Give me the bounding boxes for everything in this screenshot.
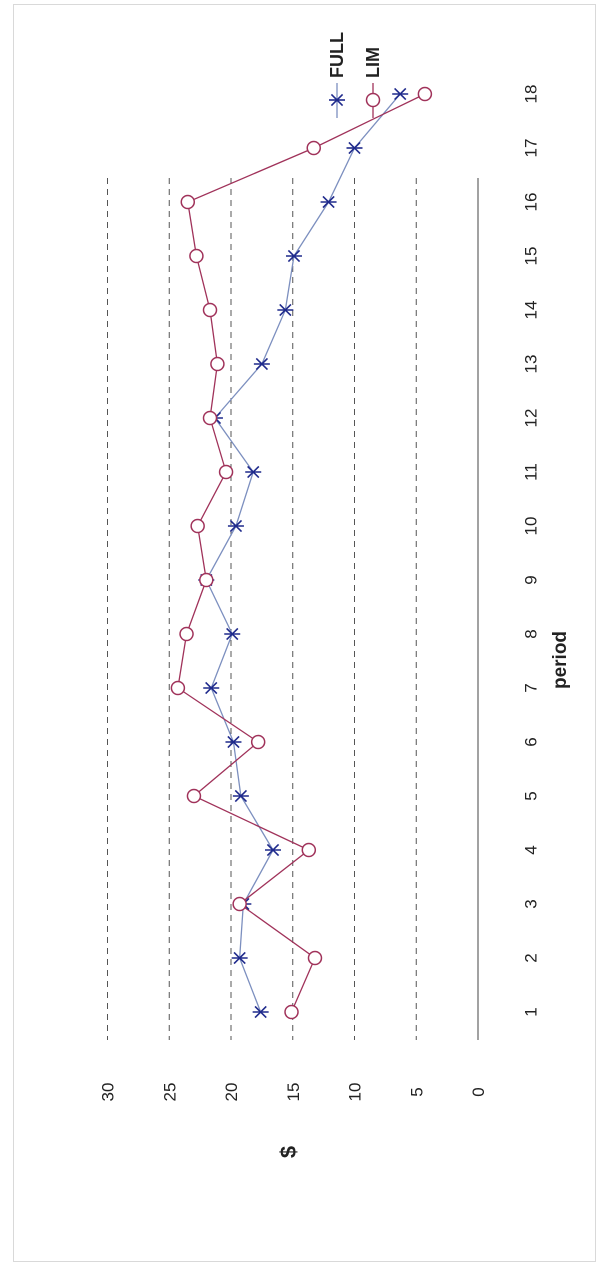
data-point-full [320,195,337,209]
legend: FULL LIM [327,32,383,118]
x-tick-label: 2 [521,953,540,962]
data-point-full [227,519,244,533]
series-line-full [205,93,401,1013]
legend-label-full: FULL [327,32,347,78]
x-tick-label: 6 [521,737,540,746]
data-point-lim [218,464,234,480]
gridlines [107,178,417,1040]
data-point-full [264,843,281,857]
data-point-lim [202,410,218,426]
data-point-full [231,951,248,965]
data-point-lim [301,842,317,858]
x-tick-label: 3 [521,899,540,908]
data-point-lim [307,950,323,966]
data-point-full [285,249,302,263]
legend-label-lim: LIM [363,47,383,78]
x-tick-label: 12 [521,409,540,428]
data-point-lim [284,1004,299,1020]
data-point-full [252,1005,269,1019]
data-point-lim [199,572,214,588]
data-point-full [203,681,220,695]
data-point-lim [232,896,247,912]
data-point-full [392,87,409,101]
data-point-lim [189,248,204,264]
x-tick-label: 18 [521,85,540,104]
axes: 051015202530123456789101112131415161718p… [99,85,572,1159]
x-tick-label: 11 [521,463,540,481]
x-tick-label: 9 [521,575,540,584]
x-tick-label: 16 [521,193,540,212]
data-point-full [277,303,294,317]
series-line-lim [177,93,426,1013]
data-point-lim [417,86,433,102]
legend-marker-lim [365,92,381,108]
y-tick-label: 30 [99,1083,118,1102]
data-point-lim [202,302,218,318]
data-point-lim [186,788,202,804]
data-point-full [253,357,270,371]
x-tick-label: 15 [521,247,540,266]
data-point-lim [190,518,205,534]
y-axis-title: $ [276,1146,301,1158]
x-axis-title: period [550,631,571,689]
series-lines [177,93,426,1013]
y-tick-label: 15 [284,1083,303,1102]
data-point-full [224,627,241,641]
x-tick-label: 4 [521,845,540,854]
x-tick-label: 8 [521,629,540,638]
data-point-full [225,735,242,749]
data-point-lim [250,734,266,750]
data-point-full [232,789,249,803]
legend-marker-full [329,93,345,107]
chart-frame [13,4,596,1262]
data-point-full [245,465,262,479]
x-tick-label: 7 [521,683,540,692]
data-point-lim [180,194,196,210]
data-point-lim [210,356,225,372]
x-tick-label: 1 [521,1007,540,1016]
markers [170,86,433,1020]
data-point-lim [170,680,186,696]
y-tick-label: 25 [160,1083,179,1102]
x-tick-label: 17 [521,139,540,158]
x-tick-label: 14 [521,301,540,320]
x-tick-label: 10 [521,517,540,536]
y-tick-label: 0 [469,1087,488,1096]
y-tick-label: 20 [222,1083,241,1102]
y-tick-label: 10 [346,1083,365,1102]
data-point-full [346,141,363,155]
data-point-lim [179,626,194,642]
x-tick-label: 5 [521,791,540,800]
y-tick-label: 5 [407,1087,426,1096]
x-tick-label: 13 [521,355,540,374]
data-point-lim [306,140,321,156]
